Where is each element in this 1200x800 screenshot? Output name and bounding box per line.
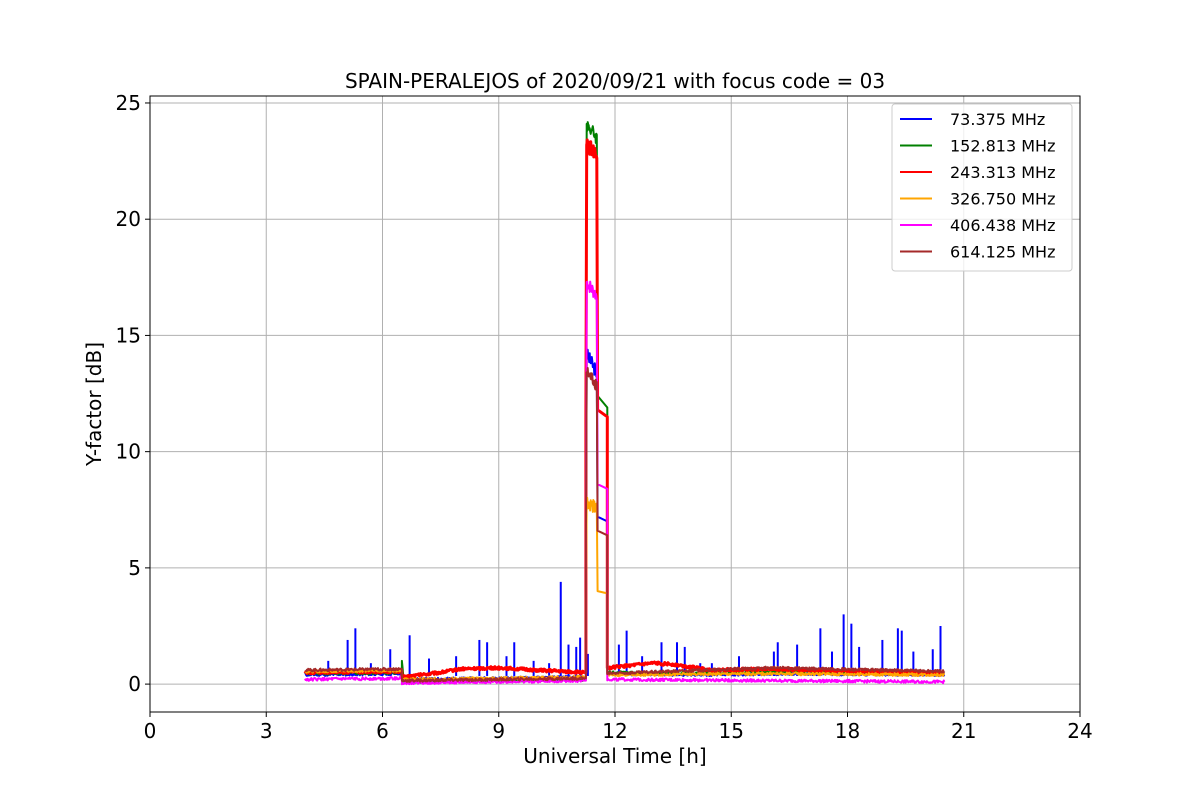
- y-tick-label: 20: [116, 207, 141, 231]
- x-tick-label: 6: [376, 719, 389, 743]
- x-tick-label: 24: [1067, 719, 1092, 743]
- series-line: [304, 280, 946, 686]
- legend: 73.375 MHz 152.813 MHz 243.313 MHz 326.750 …: [891, 103, 1073, 272]
- legend-label: 152.813 MHz: [950, 137, 1055, 156]
- legend-label: 243.313 MHz: [950, 163, 1055, 182]
- y-axis-label: Y-factor [dB]: [82, 342, 106, 467]
- legend-box: [891, 103, 1073, 272]
- series-4: [304, 280, 946, 686]
- plot-area: [303, 121, 946, 686]
- y-tick-label: 5: [128, 556, 141, 580]
- x-tick-label: 21: [951, 719, 976, 743]
- legend-label: 406.438 MHz: [950, 216, 1055, 235]
- legend-label: 326.750 MHz: [950, 190, 1055, 209]
- legend-label: 73.375 MHz: [950, 110, 1045, 129]
- y-tick-label: 0: [128, 672, 141, 696]
- x-tick-label: 15: [719, 719, 744, 743]
- series-line: [304, 367, 946, 683]
- legend-label: 614.125 MHz: [950, 243, 1055, 262]
- x-tick-label: 0: [144, 719, 157, 743]
- chart-title: SPAIN-PERALEJOS of 2020/09/21 with focus…: [345, 69, 885, 93]
- x-tick-label: 3: [260, 719, 273, 743]
- x-tick-label: 18: [835, 719, 860, 743]
- series-5: [304, 367, 946, 683]
- x-axis-label: Universal Time [h]: [523, 744, 706, 768]
- y-tick-label: 10: [116, 440, 141, 464]
- x-axis: 0 3 6 9 12 15 18 21 24: [144, 712, 1093, 743]
- x-tick-label: 12: [602, 719, 627, 743]
- y-axis: 0 5 10 15 20 25: [116, 91, 150, 696]
- x-tick-label: 9: [492, 719, 505, 743]
- y-tick-label: 15: [116, 323, 141, 347]
- y-tick-label: 25: [116, 91, 141, 115]
